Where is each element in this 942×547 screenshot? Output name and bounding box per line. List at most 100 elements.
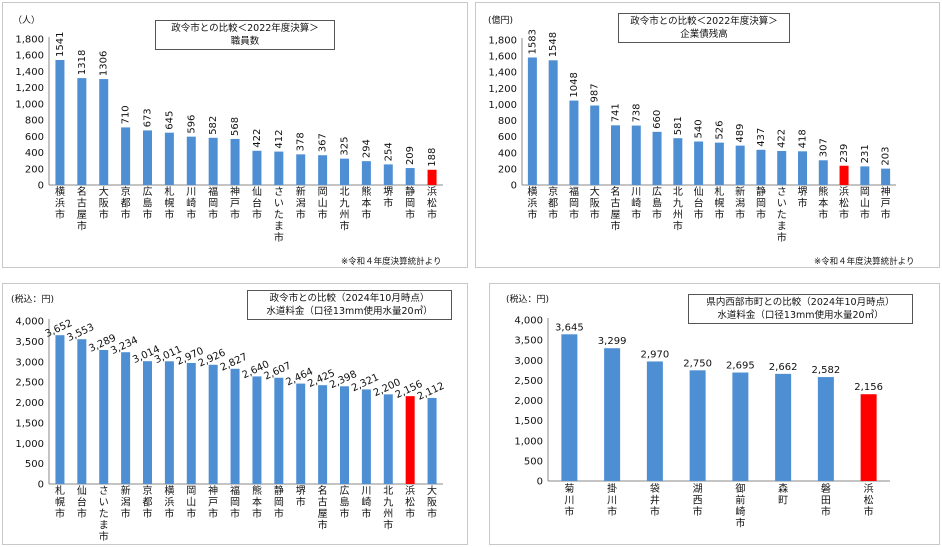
chart-subtitle: 職員数	[230, 36, 260, 47]
bar	[296, 383, 306, 484]
unit-label: （人）	[13, 16, 41, 26]
category-label-char: 幌	[55, 496, 65, 509]
category-label-char: 幌	[164, 197, 174, 210]
data-label: 294	[361, 139, 372, 158]
category-label-char: 市	[650, 505, 660, 518]
category-label-char: 湖	[693, 483, 703, 495]
bar	[714, 142, 724, 185]
data-label: 1048	[569, 72, 580, 97]
category-label-char: 市	[340, 507, 350, 520]
category-label-char: 阪	[427, 496, 437, 509]
category-label-char: 松	[864, 494, 874, 507]
data-label: 738	[631, 103, 642, 122]
category-label-char: 崎	[735, 505, 745, 518]
category-label-char: 市	[274, 507, 284, 520]
data-label: 596	[186, 115, 197, 134]
data-label: 568	[230, 117, 241, 136]
category-label-char: 本	[252, 496, 262, 509]
data-label: 2,156	[854, 382, 883, 393]
category-label-char: 市	[383, 197, 393, 210]
category-label-char: 市	[296, 496, 306, 509]
bar	[604, 348, 621, 481]
category-label-char: 広	[652, 185, 662, 198]
category-label-char: 古	[611, 197, 621, 210]
y-tick-label: 3,500	[15, 337, 44, 348]
category-label-char: 川	[631, 187, 641, 198]
category-label-char: 新	[296, 185, 306, 198]
source-note: ※令和４年度決算統計より	[814, 257, 915, 267]
category-label-char: 本	[818, 197, 828, 210]
category-label-char: 川	[186, 187, 196, 198]
category-label-char: 市	[318, 208, 328, 221]
data-label: 422	[777, 129, 788, 148]
data-label: 239	[839, 144, 850, 163]
category-label-char: 山	[318, 198, 328, 210]
category-label-char: 市	[427, 507, 437, 520]
data-label: 660	[652, 110, 663, 129]
bar	[775, 373, 792, 481]
data-label: 2,970	[641, 349, 670, 360]
data-label: 581	[673, 116, 684, 135]
category-label-char: 島	[652, 197, 662, 210]
category-label-char: 市	[673, 220, 683, 233]
data-label: 1318	[77, 50, 88, 75]
category-label-char: 市	[735, 517, 745, 530]
category-label-char: 北	[673, 186, 683, 198]
category-label-char: 松	[427, 197, 437, 210]
y-tick-label: 500	[524, 456, 543, 467]
bar	[590, 105, 600, 185]
data-label: 3,299	[598, 336, 627, 347]
category-label-char: 袋	[650, 482, 660, 495]
unit-label: (税込：円)	[11, 295, 55, 305]
category-label-char: 島	[340, 496, 350, 509]
bar	[99, 349, 109, 484]
category-label-char: 浜	[55, 198, 65, 210]
data-label: 437	[756, 128, 767, 147]
category-label-char: 戸	[230, 198, 240, 210]
bar	[143, 361, 152, 484]
category-label-char: 市	[611, 220, 621, 233]
category-label-char: 磐	[821, 482, 831, 495]
chart-title-box: 県内西部市町との比較（2024年10月時点） 水道料金（口径13mm使用水量20…	[688, 294, 913, 324]
bar	[340, 386, 349, 484]
y-tick-label: 1,000	[15, 99, 44, 110]
y-tick-label: 1,500	[514, 416, 543, 427]
category-label-char: 札	[55, 484, 65, 497]
y-tick-label: 0	[38, 480, 44, 491]
category-label-char: 市	[652, 208, 662, 221]
category-label-char: 市	[821, 505, 831, 518]
y-tick-label: 1,400	[15, 67, 44, 78]
category-label-char: 市	[694, 208, 704, 221]
chart-title-box: 政令市との比較＜2022年度決算＞ 職員数	[155, 20, 335, 50]
y-tick-label: 2,000	[15, 398, 44, 409]
category-label-char: 静	[274, 484, 284, 497]
category-label-char: 崎	[631, 197, 641, 210]
category-label-char: 台	[694, 197, 704, 210]
y-tick-label: 4,000	[15, 317, 44, 328]
category-label-char: た	[777, 209, 787, 221]
y-tick-label: 1,200	[488, 84, 517, 95]
chart-title-box: 政令市との比較＜2022年度決算＞ 企業債残高	[618, 13, 790, 43]
chart-panel-bonds: (億円) 政令市との比較＜2022年度決算＞ 企業債残高 0 200 400 600 8…	[475, 2, 940, 268]
category-label-char: 市	[340, 220, 350, 233]
category-label-char: 都	[143, 497, 153, 509]
category-label-char: 阪	[590, 197, 600, 210]
category-label-char: 菊	[564, 483, 574, 495]
bar-chart-staff: 0 200 400 600 800 1,000 1,200 1,400 1,600 1,800 15…	[15, 32, 443, 244]
category-label-char: 広	[340, 484, 350, 497]
bar	[383, 394, 393, 484]
y-tick-label: 600	[25, 132, 44, 143]
category-label-char: 市	[274, 231, 284, 244]
category-label-char: 熊	[252, 484, 262, 497]
category-label-char: 浜	[405, 485, 415, 497]
category-label-char: 本	[361, 197, 371, 210]
category-label-char: 都	[548, 198, 558, 210]
category-label-char: 堺	[798, 186, 808, 198]
category-label-char: 阪	[99, 197, 109, 210]
y-tick-label: 3,000	[514, 356, 543, 367]
category-label-char: 潟	[735, 197, 745, 210]
data-label: 367	[318, 133, 329, 152]
bar	[99, 79, 109, 185]
category-label-char: 市	[864, 505, 874, 518]
category-label-char: 市	[735, 208, 745, 221]
